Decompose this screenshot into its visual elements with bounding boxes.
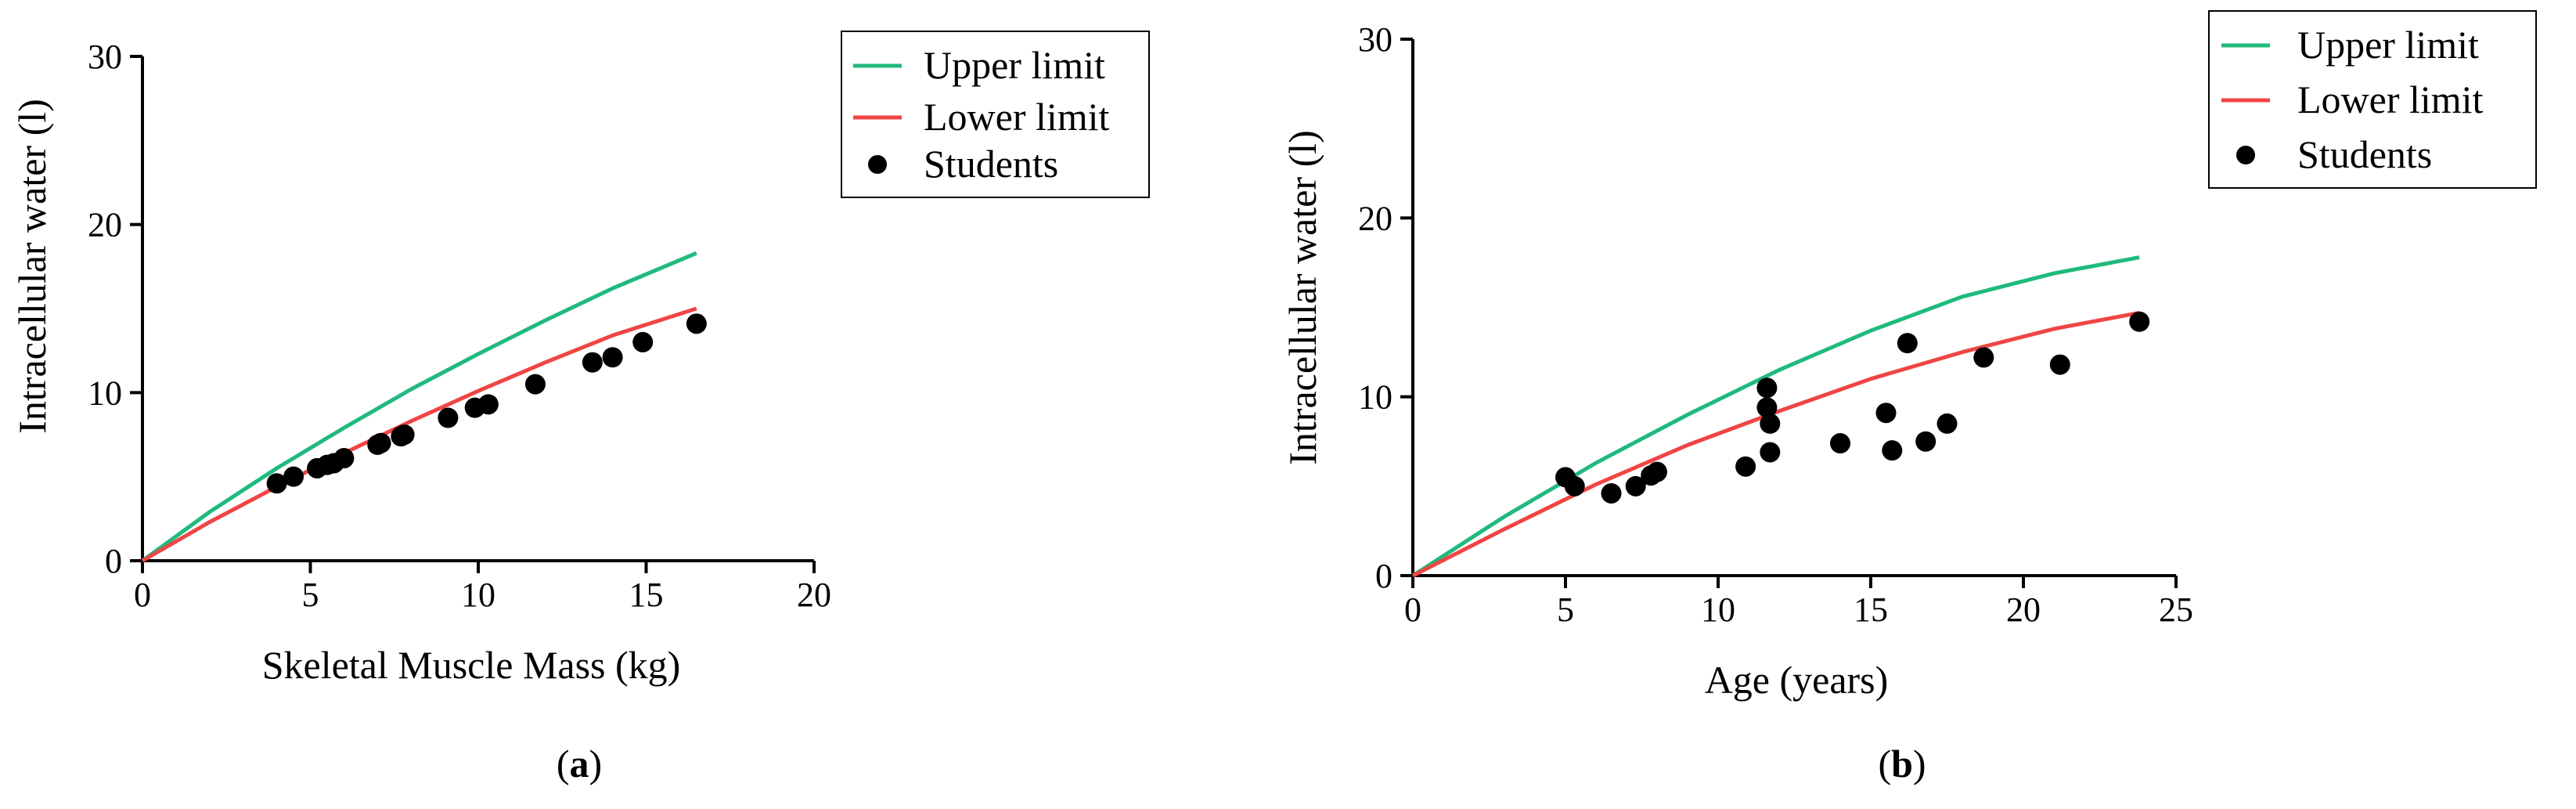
panel-a-legend-students-marker <box>868 155 887 174</box>
panel-a-student-point <box>602 347 623 368</box>
panel-b-student-point <box>2129 311 2150 332</box>
panel-b-student-point <box>1756 377 1778 399</box>
panel-b-student-point <box>1647 461 1667 482</box>
panel-a-y-tick-label: 0 <box>105 542 122 580</box>
panel-b-plot: 0 5 10 15 20 25 0 10 20 30 <box>1358 20 2193 629</box>
panel-a-lower-limit-line <box>141 306 697 563</box>
panel-b-upper-limit-line <box>1411 255 2140 578</box>
panel-a-y-axis-label: Intracellular water (l) <box>10 99 54 434</box>
panel-a-y-tick-label: 10 <box>88 374 122 412</box>
panel-b-student-point <box>1937 413 1958 434</box>
panel-a-x-tick-label: 20 <box>797 576 831 614</box>
panel-a-student-point <box>438 407 459 428</box>
panel-a-x-axis-label: Skeletal Muscle Mass (kg) <box>262 643 681 687</box>
panel-a-legend-lower-label: Lower limit <box>924 95 1110 139</box>
panel-b-x-tick-label: 20 <box>2006 590 2041 629</box>
panel-a-label: (a) <box>557 742 602 786</box>
panel-b-student-point <box>1625 475 1646 497</box>
panel-a-plot: 0 5 10 15 20 0 10 20 30 <box>88 38 831 614</box>
panel-b-student-point <box>1973 347 1994 368</box>
panel-b-x-tick-label: 5 <box>1557 590 1574 629</box>
panel-b-legend-students-label: Students <box>2297 132 2432 176</box>
panel-b-y-tick-label: 20 <box>1358 199 1392 237</box>
panel-a-x-tick-label: 15 <box>629 576 664 614</box>
panel-b-y-tick-label: 30 <box>1358 20 1392 59</box>
panel-b-x-tick-label: 10 <box>1701 590 1735 629</box>
panel-b-student-point <box>1601 482 1622 504</box>
panel-b-student-point <box>1915 431 1937 452</box>
panel-a-y-tick-label: 20 <box>88 206 122 244</box>
panel-b-student-point <box>1564 475 1585 497</box>
panel-a-student-point <box>333 448 355 469</box>
panel-b-student-point <box>1882 440 1903 461</box>
panel-b-label: (b) <box>1878 742 1926 786</box>
panel-b-legend-upper-label: Upper limit <box>2297 23 2479 67</box>
panel-b-student-point <box>1756 397 1778 418</box>
panel-a-student-point <box>632 331 654 352</box>
panel-b-lower-limit-line <box>1411 310 2140 578</box>
panel-a-student-point <box>370 432 391 453</box>
panel-a-student-point <box>582 352 603 373</box>
panel-a-legend: Upper limit Lower limit Students <box>841 31 1150 198</box>
panel-b-student-point <box>1760 442 1781 463</box>
panel-b-legend-lower-label: Lower limit <box>2297 78 2484 121</box>
panel-b-legend: Upper limit Lower limit Students <box>2208 10 2537 189</box>
panel-b: 0 5 10 15 20 25 0 10 20 30 Intracellular water (l… <box>1281 10 2537 786</box>
panel-a-student-point <box>477 394 499 415</box>
panel-a-student-point <box>686 313 707 334</box>
panel-a-student-point <box>524 374 546 395</box>
panel-b-student-point <box>2049 354 2070 375</box>
panel-b-x-axis-label: Age (years) <box>1705 658 1889 702</box>
panel-a-legend-students-label: Students <box>924 142 1058 186</box>
panel-a-x-tick-label: 5 <box>302 576 319 614</box>
panel-b-student-point <box>1875 403 1897 424</box>
panel-b-x-tick-label: 15 <box>1854 590 1888 629</box>
panel-a-x-tick-label: 0 <box>134 576 151 614</box>
panel-b-y-axis-label: Intracellular water (l) <box>1281 130 1324 465</box>
panel-a-legend-box <box>841 31 1150 198</box>
panel-a-x-tick-label: 10 <box>461 576 495 614</box>
panel-a-student-point <box>394 424 415 445</box>
panel-b-y-tick-label: 0 <box>1375 557 1392 595</box>
panel-a-y-tick-label: 30 <box>88 38 122 76</box>
panel-b-x-tick-label: 25 <box>2159 590 2193 629</box>
panel-b-student-point <box>1830 433 1850 454</box>
panel-b-student-point <box>1735 456 1756 477</box>
panel-a-student-point <box>266 473 287 494</box>
panel-b-legend-students-marker <box>2236 146 2255 164</box>
panel-b-student-point <box>1897 333 1918 354</box>
panel-b-x-tick-label: 0 <box>1404 590 1421 629</box>
panel-a-legend-upper-label: Upper limit <box>924 43 1105 87</box>
panel-b-y-tick-label: 10 <box>1358 378 1392 417</box>
panel-b-student-point <box>1760 413 1781 434</box>
panel-a-upper-limit-line <box>141 251 697 563</box>
panel-a-student-point <box>283 466 304 487</box>
